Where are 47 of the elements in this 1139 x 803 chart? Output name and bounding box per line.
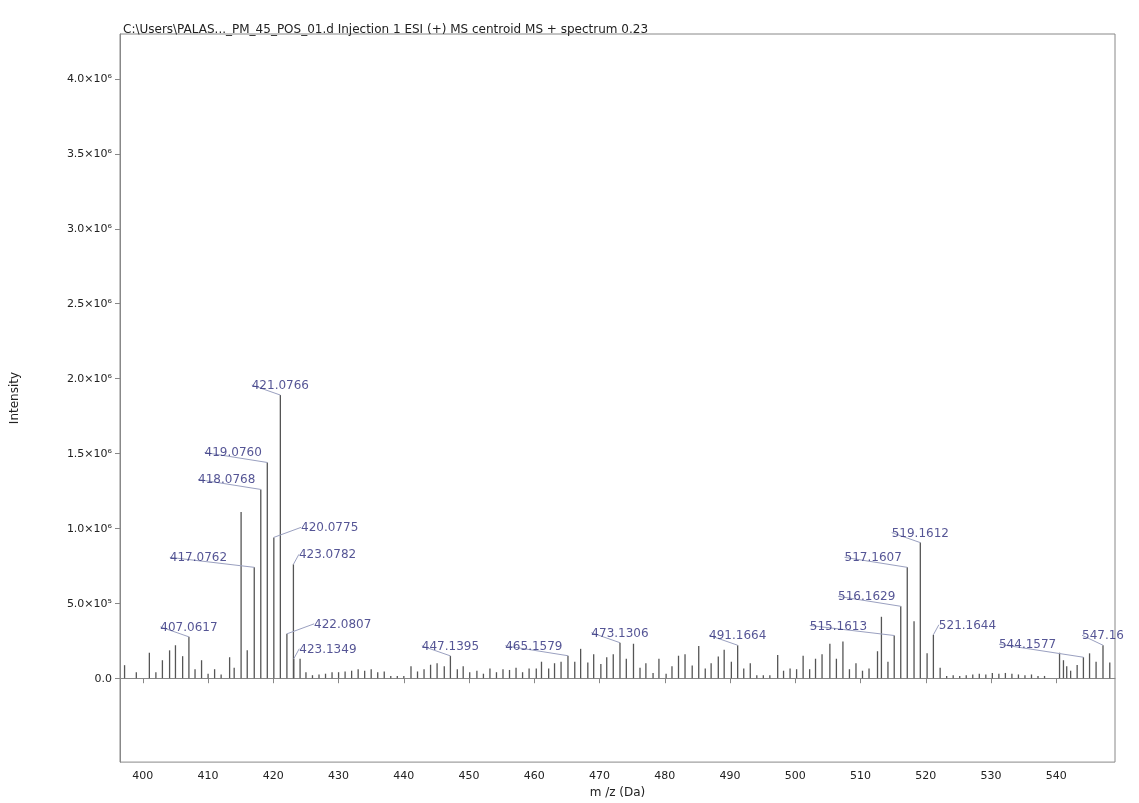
x-tick-label: 520	[915, 769, 937, 783]
y-tick-label: 0.0	[94, 671, 112, 685]
annotation: 516.1629	[838, 589, 896, 604]
x-axis-title: m /z (Da)	[589, 785, 646, 799]
chart-title: C:\Users\PALAS..._PM_45_POS_01.d Injection 1 ESI (+) MS centroid MS + spectrum 0.23	[123, 22, 649, 36]
annotation: 419.0760	[204, 445, 262, 460]
x-tick-label: 460	[523, 769, 545, 783]
x-tick-label: 430	[328, 769, 350, 783]
x-tick-label: 530	[980, 769, 1002, 783]
x-tick-label: 490	[719, 769, 741, 783]
x-tick-label: 480	[654, 769, 676, 783]
y-tick-label: 1.5×10⁶	[66, 446, 113, 460]
annotation: 547.16	[1081, 628, 1124, 643]
y-tick-label: 2.0×10⁶	[66, 372, 113, 386]
x-tick-label: 440	[393, 769, 415, 783]
annotation: 423.0782	[298, 547, 357, 562]
annotation: 407.0617	[160, 619, 218, 634]
annotation: 517.1607	[844, 550, 902, 565]
annotation: 420.0775	[301, 520, 359, 535]
y-tick-label: 2.5×10⁶	[66, 297, 113, 311]
x-tick-label: 450	[458, 769, 480, 783]
annotation: 544.1577	[998, 637, 1057, 652]
x-tick-label: 510	[850, 769, 872, 783]
x-tick-label: 400	[132, 769, 154, 783]
annotation: 465.1579	[505, 638, 563, 653]
annotation: 421.0766	[251, 378, 309, 393]
annotation: 521.1644	[938, 617, 997, 632]
y-tick-label: 4.0×10⁶	[66, 72, 113, 86]
y-tick-label: 3.0×10⁶	[66, 222, 113, 236]
annotation: 515.1613	[809, 618, 868, 633]
x-tick-label: 420	[262, 769, 284, 783]
annotation: 519.1612	[891, 525, 949, 540]
y-tick-label: 3.5×10⁶	[66, 147, 113, 161]
annotation: 418.0768	[198, 472, 256, 487]
x-tick-label: 410	[197, 769, 219, 783]
x-tick-label: 500	[784, 769, 806, 783]
annotation: 423.1349	[299, 641, 357, 656]
annotation: 473.1306	[591, 625, 649, 640]
y-tick-label: 5.0×10⁵	[66, 596, 112, 610]
annotation: 447.1395	[421, 638, 480, 653]
annotation: 417.0762	[169, 550, 228, 565]
annotation: 491.1664	[709, 628, 767, 643]
x-tick-label: 540	[1045, 769, 1067, 783]
y-axis-title: Intensity	[7, 371, 21, 425]
y-tick-label: 1.0×10⁶	[66, 521, 113, 535]
annotation: 422.0807	[314, 616, 372, 631]
x-tick-label: 470	[589, 769, 611, 783]
